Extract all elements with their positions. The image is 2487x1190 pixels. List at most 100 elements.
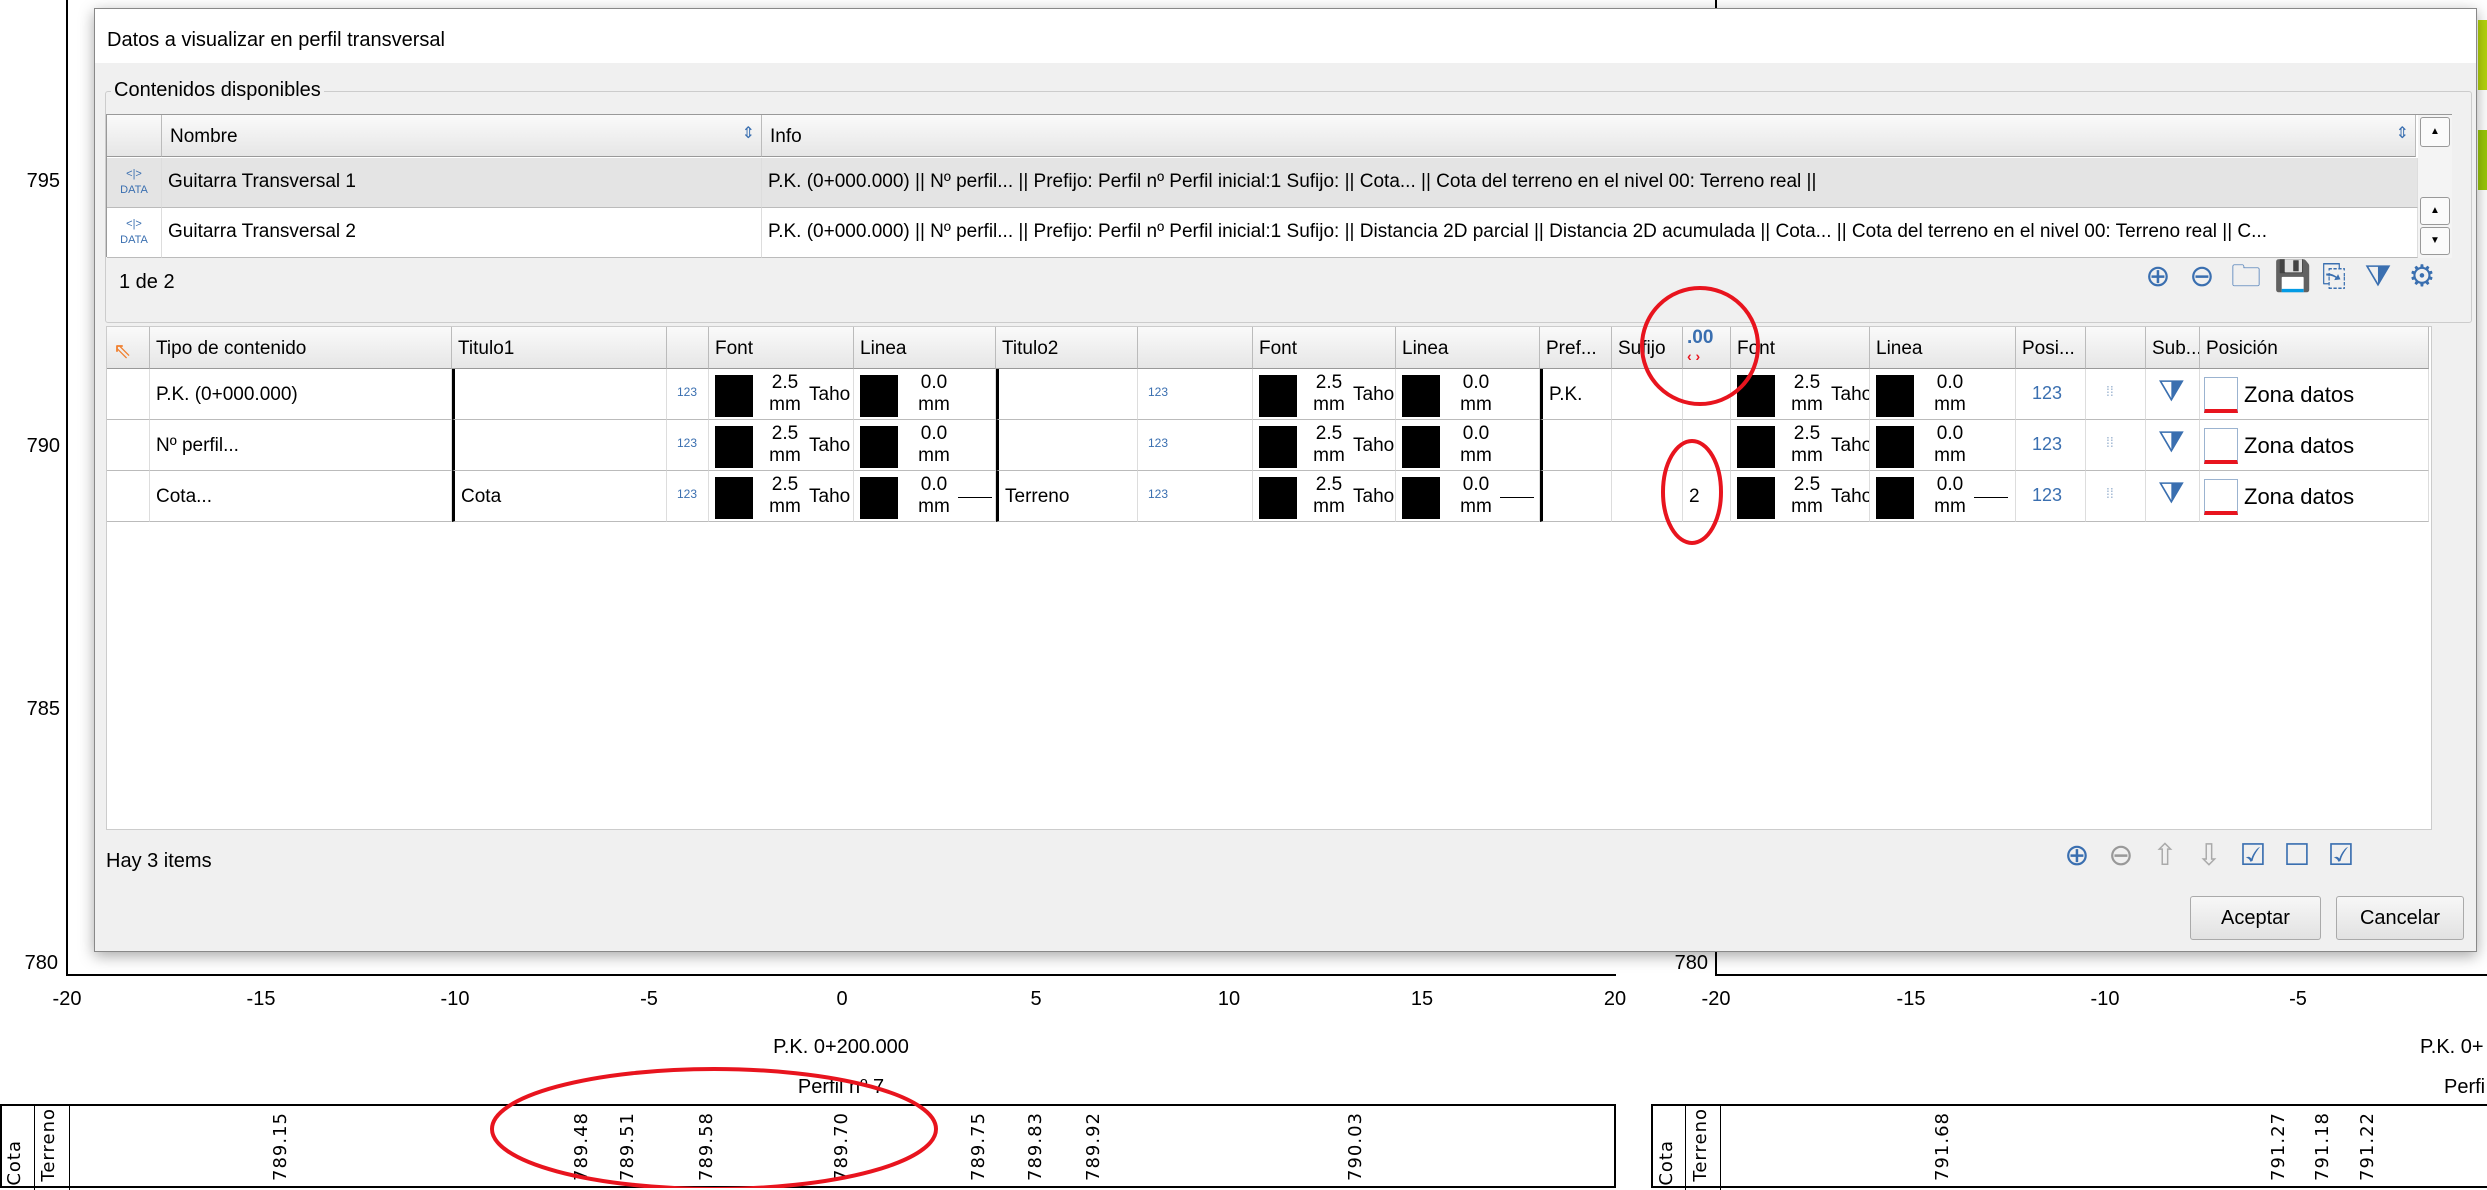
move-down-icon[interactable]: ⇩ [2196, 839, 2222, 872]
column-header[interactable]: Titulo1 [452, 327, 667, 369]
linea-cell[interactable]: 0.0 mm [854, 471, 996, 522]
color-swatch[interactable] [1402, 426, 1440, 468]
titulo1-cell[interactable] [452, 369, 667, 420]
posicion-cell[interactable]: Zona datos [2200, 420, 2429, 471]
font-cell[interactable]: 2.5 mm Taho [1731, 471, 1870, 522]
grid-cell[interactable]: ⁞⁞ [2086, 471, 2146, 522]
font-cell[interactable]: 2.5 mm Taho [709, 471, 854, 522]
sufijo-cell[interactable] [1612, 369, 1683, 420]
column-header[interactable]: Linea [1396, 327, 1540, 369]
decimales-cell[interactable] [1683, 420, 1731, 471]
linea-cell[interactable]: 0.0 mm [1870, 420, 2016, 471]
color-swatch[interactable] [715, 375, 753, 417]
column-header[interactable]: Tipo de contenido [150, 327, 452, 369]
subfilter-cell[interactable]: ⧩ [2146, 471, 2200, 522]
position-format-cell[interactable]: 123 [2016, 369, 2086, 420]
number-format-icon[interactable]: 123 [667, 471, 709, 522]
column-header[interactable]: Posición [2200, 327, 2429, 369]
list-item[interactable]: <|> DATA Guitarra Transversal 1 P.K. (0+000… [107, 158, 2418, 208]
number-format-icon[interactable]: 123 [1138, 369, 1253, 420]
subfilter-cell[interactable]: ⧩ [2146, 420, 2200, 471]
column-header[interactable]: Linea [1870, 327, 2016, 369]
tipo-cell[interactable]: Cota... [150, 471, 452, 522]
scrollbar[interactable]: ▲ ▲ ▼ [2418, 115, 2452, 258]
position-format-cell[interactable]: 123 [2016, 420, 2086, 471]
titulo2-cell[interactable] [996, 369, 1138, 420]
settings-icon[interactable]: ⚙ [2408, 260, 2436, 293]
header-info[interactable]: Info ⇕ [762, 115, 2416, 157]
column-header[interactable]: Linea [854, 327, 996, 369]
prefijo-cell[interactable]: P.K. [1540, 369, 1612, 420]
column-header[interactable]: Titulo2 [996, 327, 1138, 369]
column-header[interactable]: ⇖ [107, 327, 150, 369]
column-header[interactable] [1138, 327, 1253, 369]
titulo2-cell[interactable] [996, 420, 1138, 471]
save-icon[interactable]: 💾 [2274, 260, 2312, 293]
color-swatch[interactable] [1259, 426, 1297, 468]
remove-icon[interactable]: ⊖ [2108, 839, 2134, 872]
add-icon[interactable]: ⊕ [2145, 260, 2171, 293]
font-cell[interactable]: 2.5 mm Taho [1731, 420, 1870, 471]
accept-button[interactable]: Aceptar [2190, 896, 2321, 940]
linea-cell[interactable]: 0.0 mm [1870, 369, 2016, 420]
font-cell[interactable]: 2.5 mm Taho [709, 420, 854, 471]
linea-cell[interactable]: 0.0 mm [854, 420, 996, 471]
color-swatch[interactable] [715, 477, 753, 519]
font-cell[interactable]: 2.5 mm Taho [1253, 369, 1396, 420]
titulo1-cell[interactable] [452, 420, 667, 471]
color-swatch[interactable] [715, 426, 753, 468]
cancel-button[interactable]: Cancelar [2336, 896, 2464, 940]
subfilter-cell[interactable]: ⧩ [2146, 369, 2200, 420]
uncheck-all-icon[interactable]: ☐ [2283, 839, 2311, 872]
color-swatch[interactable] [860, 477, 898, 519]
column-header[interactable]: Pref... [1540, 327, 1612, 369]
linea-cell[interactable]: 0.0 mm [1396, 471, 1540, 522]
move-up-icon[interactable]: ⇧ [2152, 839, 2178, 872]
prefijo-cell[interactable] [1540, 420, 1612, 471]
posicion-cell[interactable]: Zona datos [2200, 471, 2429, 522]
font-cell[interactable]: 2.5 mm Taho [1731, 369, 1870, 420]
linea-cell[interactable]: 0.0 mm [854, 369, 996, 420]
row-header[interactable] [107, 420, 150, 471]
row-header[interactable] [107, 471, 150, 522]
folder-icon[interactable]: 🗀 [2231, 260, 2261, 293]
color-swatch[interactable] [1876, 477, 1914, 519]
number-format-icon[interactable]: 123 [667, 369, 709, 420]
linea-cell[interactable]: 0.0 mm [1396, 420, 1540, 471]
scroll-down-button[interactable]: ▼ [2420, 227, 2450, 255]
color-swatch[interactable] [1259, 477, 1297, 519]
column-header[interactable]: Posi... [2016, 327, 2086, 369]
grid-cell[interactable]: ⁞⁞ [2086, 420, 2146, 471]
color-swatch[interactable] [860, 426, 898, 468]
grid-cell[interactable]: ⁞⁞ [2086, 369, 2146, 420]
copy-icon[interactable]: ⎘ [2322, 260, 2346, 293]
linea-cell[interactable]: 0.0 mm [1396, 369, 1540, 420]
column-header[interactable]: .00 ‹ › [1683, 327, 1731, 369]
table-row[interactable]: Cota... Cota 123 2.5 mm Taho 0.0 mm Terreno 123 2.… [107, 471, 2433, 522]
color-swatch[interactable] [1259, 375, 1297, 417]
header-nombre[interactable]: Nombre ⇕ [162, 115, 762, 157]
number-format-icon[interactable]: 123 [667, 420, 709, 471]
add-icon[interactable]: ⊕ [2064, 839, 2090, 872]
number-format-icon[interactable]: 123 [1138, 471, 1253, 522]
tipo-cell[interactable]: Nº perfil... [150, 420, 452, 471]
table-row[interactable]: Nº perfil... 123 2.5 mm Taho 0.0 mm 123 2.5 mm Tah… [107, 420, 2433, 471]
tipo-cell[interactable]: P.K. (0+000.000) [150, 369, 452, 420]
invert-check-icon[interactable]: ☑ [2327, 839, 2355, 872]
color-swatch[interactable] [1876, 375, 1914, 417]
color-swatch[interactable] [1402, 477, 1440, 519]
column-header[interactable]: Font [709, 327, 854, 369]
table-row[interactable]: P.K. (0+000.000) 123 2.5 mm Taho 0.0 mm 123 2.5 m… [107, 369, 2433, 420]
column-header[interactable] [2086, 327, 2146, 369]
titulo1-cell[interactable]: Cota [452, 471, 667, 522]
font-cell[interactable]: 2.5 mm Taho [1253, 471, 1396, 522]
color-swatch[interactable] [860, 375, 898, 417]
color-swatch[interactable] [1876, 426, 1914, 468]
position-format-cell[interactable]: 123 [2016, 471, 2086, 522]
list-item[interactable]: <|> DATA Guitarra Transversal 2 P.K. (0+000… [107, 208, 2418, 258]
sufijo-cell[interactable] [1612, 471, 1683, 522]
column-header[interactable]: Font [1253, 327, 1396, 369]
decimales-cell[interactable]: 2 [1683, 471, 1731, 522]
color-swatch[interactable] [1402, 375, 1440, 417]
column-header[interactable] [667, 327, 709, 369]
